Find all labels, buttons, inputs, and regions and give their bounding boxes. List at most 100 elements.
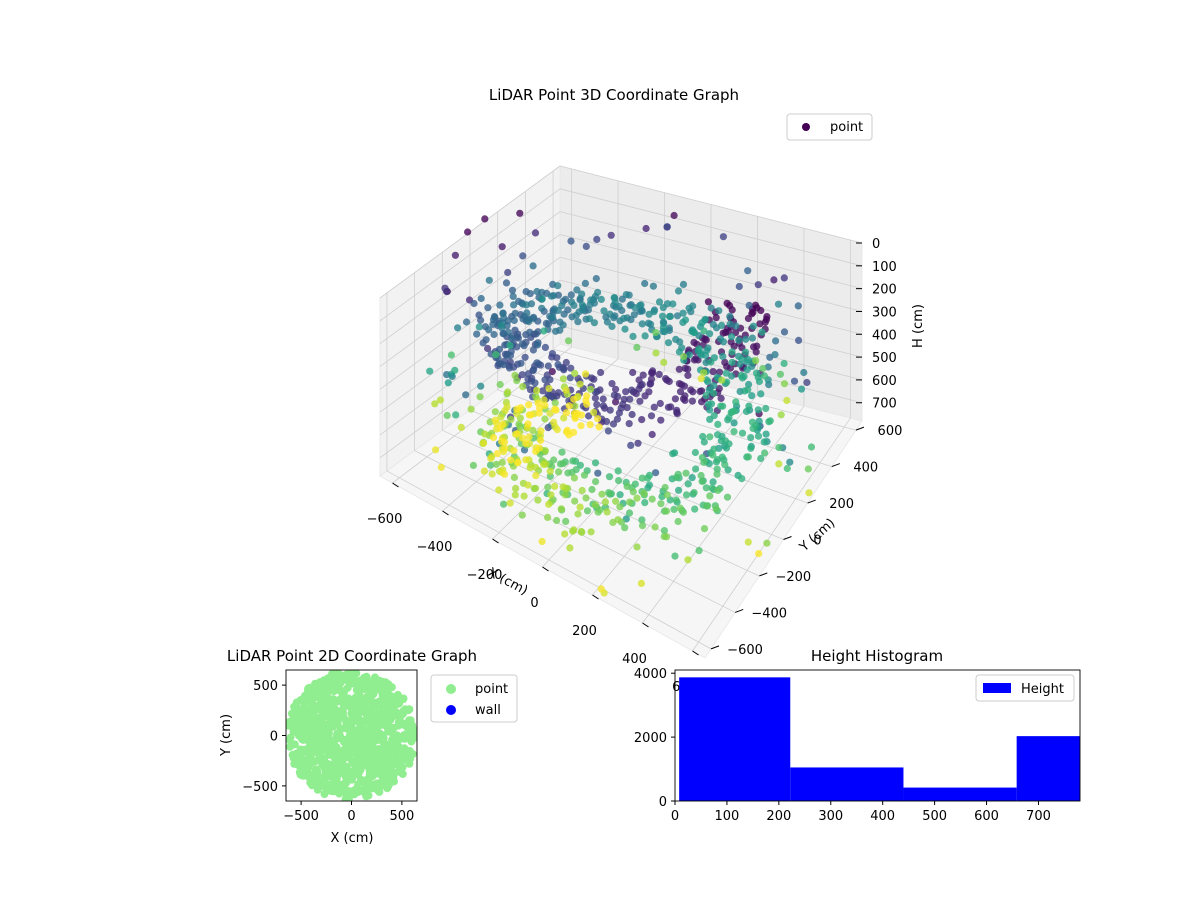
- point-3d-marker: [502, 279, 511, 287]
- point-3d-marker: [772, 337, 780, 345]
- point-3d-marker: [625, 420, 633, 428]
- point-3d-marker: [520, 492, 528, 500]
- y-tick: [807, 499, 816, 504]
- point-3d-marker: [451, 251, 459, 259]
- x-tick-label: 500: [389, 809, 414, 824]
- point-3d-marker: [625, 509, 634, 517]
- point-3d-marker: [657, 416, 665, 424]
- point-2d-marker: [344, 746, 353, 755]
- z-tick-label: 500: [872, 351, 897, 366]
- point-3d-marker: [526, 328, 534, 336]
- point-2d-marker: [304, 684, 313, 693]
- point-3d-marker: [524, 370, 533, 378]
- point-3d-marker: [756, 320, 764, 328]
- point-3d-marker: [766, 417, 774, 425]
- point-3d-marker: [717, 402, 725, 410]
- point-3d-marker: [727, 338, 735, 346]
- chart-3d-legend-label: point: [830, 120, 863, 135]
- point-3d-marker: [551, 482, 559, 490]
- point-3d-marker: [629, 368, 637, 377]
- point-3d-marker: [747, 434, 755, 442]
- point-3d-marker: [662, 533, 671, 541]
- point-3d-marker: [511, 309, 519, 317]
- point-3d-marker: [540, 327, 548, 335]
- point-3d-marker: [709, 478, 717, 486]
- point-3d-marker: [682, 491, 691, 499]
- point-3d-marker: [633, 343, 641, 351]
- point-3d-marker: [522, 439, 530, 447]
- point-3d-marker: [732, 322, 740, 330]
- point-3d-marker: [726, 364, 735, 372]
- point-3d-marker: [507, 415, 515, 423]
- point-3d-marker: [527, 411, 535, 419]
- point-2d-marker: [332, 742, 341, 751]
- point-3d-marker: [606, 406, 614, 414]
- histogram-bars: [679, 677, 1080, 801]
- point-3d-marker: [644, 474, 652, 482]
- point-3d-marker: [748, 392, 756, 400]
- point-2d-marker: [341, 769, 350, 777]
- point-3d-marker: [541, 401, 549, 409]
- point-3d-marker: [621, 325, 629, 333]
- point-2d-marker: [311, 683, 320, 692]
- point-3d-marker: [560, 414, 568, 422]
- point-2d-marker: [362, 792, 371, 801]
- point-3d-marker: [738, 429, 747, 437]
- point-3d-marker: [510, 473, 518, 481]
- point-3d-marker: [777, 411, 785, 419]
- histogram-title: Height Histogram: [811, 647, 943, 665]
- point-3d-marker: [590, 375, 598, 383]
- point-3d-marker: [486, 461, 495, 469]
- point-3d-marker: [489, 433, 498, 442]
- point-2d-marker: [372, 710, 381, 719]
- point-3d-marker: [499, 420, 507, 428]
- point-3d-marker: [549, 313, 557, 321]
- point-3d-marker: [485, 326, 493, 334]
- point-3d-marker: [755, 377, 764, 386]
- point-2d-marker: [348, 736, 357, 745]
- point-3d-marker: [487, 454, 495, 462]
- point-3d-marker: [504, 328, 512, 336]
- point-3d-marker: [685, 351, 693, 359]
- point-2d-marker: [328, 670, 336, 679]
- point-3d-marker: [567, 364, 575, 372]
- point-2d-marker: [352, 670, 361, 678]
- point-3d-marker: [714, 486, 722, 494]
- point-3d-marker: [706, 330, 714, 338]
- point-2d-marker: [364, 784, 373, 793]
- point-2d-marker: [383, 754, 392, 763]
- x-tick-label: 200: [572, 624, 597, 639]
- point-3d-marker: [800, 368, 808, 377]
- point-3d-marker: [633, 494, 641, 502]
- grid-line: [559, 234, 863, 312]
- point-3d-marker: [470, 299, 478, 308]
- x-tick-label: −200: [467, 568, 503, 583]
- point-3d-marker: [544, 513, 552, 522]
- point-3d-marker: [672, 335, 680, 343]
- point-3d-marker: [641, 499, 649, 507]
- point-3d-marker: [700, 525, 709, 533]
- point-3d-marker: [599, 402, 608, 410]
- point-2d-marker: [356, 705, 365, 714]
- point-3d-marker: [728, 358, 736, 366]
- point-3d-marker: [702, 392, 710, 400]
- point-3d-marker: [648, 369, 657, 377]
- point-3d-marker: [518, 371, 526, 379]
- point-3d-marker: [567, 237, 575, 245]
- point-3d-marker: [790, 377, 799, 385]
- point-2d-marker: [333, 731, 341, 740]
- point-3d-marker: [531, 484, 540, 492]
- point-3d-marker: [761, 318, 769, 326]
- histogram-bar: [1016, 736, 1080, 801]
- point-3d-marker: [576, 380, 584, 388]
- histogram-legend-swatch: [983, 683, 1011, 693]
- point-3d-marker: [628, 410, 636, 419]
- point-2d-marker: [325, 729, 333, 738]
- point-2d-marker: [375, 729, 384, 738]
- point-3d-marker: [673, 312, 682, 320]
- point-3d-marker: [745, 380, 753, 389]
- point-3d-marker: [541, 447, 549, 455]
- point-2d-marker: [321, 772, 330, 781]
- chart-3d: LiDAR Point 3D Coordinate Graph −600 −400…: [367, 86, 926, 695]
- point-3d-marker: [722, 369, 730, 377]
